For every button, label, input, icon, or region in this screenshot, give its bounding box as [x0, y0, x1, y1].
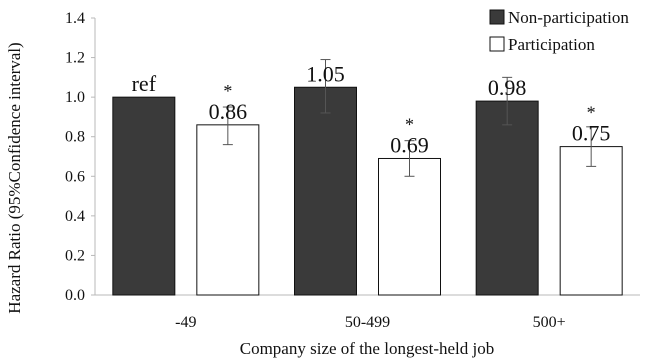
axis-layer: 0.0 0.2 0.4 0.6 0.8 1.0 1.2 1.4 -49 50-499 500+ [65, 10, 640, 331]
y-tick-label: 0.6 [65, 168, 85, 185]
value-label: 0.98 [488, 75, 527, 100]
y-axis-title: Hazard Ratio (95%Confidence interval) [5, 42, 24, 313]
bar-non-participation-1 [294, 86, 357, 296]
value-label: 1.05 [306, 61, 345, 86]
y-tick-label: 0.8 [65, 129, 85, 146]
legend-label-participation: Participation [508, 35, 595, 54]
x-axis-title: Company size of the longest-held job [240, 339, 494, 358]
error-bars-layer [222, 59, 597, 177]
value-label: 0.75 [572, 121, 611, 146]
y-tick-label: 1.0 [65, 89, 85, 106]
value-label: 0.69 [390, 132, 429, 157]
significance-marker: * [405, 114, 414, 134]
bars-layer [112, 86, 623, 296]
bar-participation-0 [196, 124, 260, 296]
legend-swatch-participation [489, 36, 505, 52]
significance-marker: * [223, 81, 232, 101]
x-tick-label: 500+ [533, 314, 566, 331]
legend: Non-participation Participation [489, 8, 629, 54]
value-label: 0.86 [209, 99, 248, 124]
x-tick-label: 50-499 [345, 314, 390, 331]
value-label: ref [132, 71, 157, 96]
bar-non-participation-2 [475, 100, 539, 296]
legend-label-non-participation: Non-participation [508, 8, 629, 27]
y-tick-label: 1.4 [65, 10, 85, 27]
bar-non-participation-0 [112, 96, 176, 296]
bar-participation-2 [559, 146, 623, 296]
y-tick-label: 1.2 [65, 50, 85, 67]
bar-participation-1 [378, 157, 441, 296]
y-tick-label: 0.0 [65, 287, 85, 304]
x-tick-label: -49 [175, 314, 196, 331]
y-tick-label: 0.4 [65, 208, 85, 225]
significance-marker: * [587, 103, 596, 123]
y-tick-label: 0.2 [65, 247, 85, 264]
legend-swatch-non-participation [489, 9, 505, 25]
